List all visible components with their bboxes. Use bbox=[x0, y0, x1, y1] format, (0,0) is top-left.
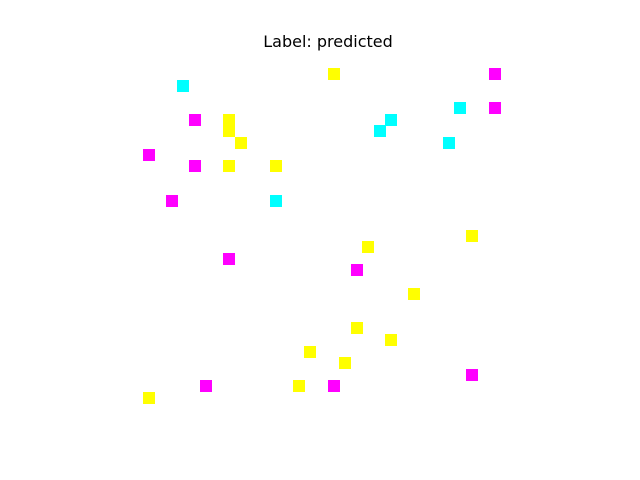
scatter-point-yellow-29 bbox=[293, 380, 305, 392]
scatter-point-yellow-6 bbox=[223, 114, 235, 126]
scatter-point-yellow-24 bbox=[385, 334, 397, 346]
scatter-point-cyan-7 bbox=[385, 114, 397, 126]
scatter-point-yellow-18 bbox=[466, 230, 478, 242]
scatter-point-magenta-28 bbox=[200, 380, 212, 392]
chart-title: Label: predicted bbox=[263, 32, 393, 51]
scatter-point-yellow-23 bbox=[351, 322, 363, 334]
scatter-point-yellow-0 bbox=[328, 68, 340, 80]
scatter-point-yellow-14 bbox=[223, 160, 235, 172]
scatter-point-magenta-4 bbox=[489, 102, 501, 114]
scatter-point-yellow-26 bbox=[339, 357, 351, 369]
scatter-point-yellow-10 bbox=[235, 137, 247, 149]
scatter-point-magenta-27 bbox=[466, 369, 478, 381]
scatter-point-magenta-21 bbox=[351, 264, 363, 276]
scatter-point-magenta-20 bbox=[223, 253, 235, 265]
scatter-point-cyan-11 bbox=[443, 137, 455, 149]
scatter-point-yellow-25 bbox=[304, 346, 316, 358]
scatter-point-cyan-3 bbox=[454, 102, 466, 114]
scatter-point-cyan-17 bbox=[270, 195, 282, 207]
scatter-point-cyan-2 bbox=[177, 80, 189, 92]
scatter-point-cyan-9 bbox=[374, 125, 386, 137]
scatter-point-yellow-8 bbox=[223, 125, 235, 137]
scatter-point-magenta-12 bbox=[143, 149, 155, 161]
scatter-point-yellow-22 bbox=[408, 288, 420, 300]
scatter-point-magenta-16 bbox=[166, 195, 178, 207]
scatter-point-yellow-15 bbox=[270, 160, 282, 172]
scatter-point-magenta-1 bbox=[489, 68, 501, 80]
scatter-point-yellow-31 bbox=[143, 392, 155, 404]
scatter-point-magenta-13 bbox=[189, 160, 201, 172]
scatter-point-yellow-19 bbox=[362, 241, 374, 253]
scatter-point-magenta-5 bbox=[189, 114, 201, 126]
scatter-point-magenta-30 bbox=[328, 380, 340, 392]
